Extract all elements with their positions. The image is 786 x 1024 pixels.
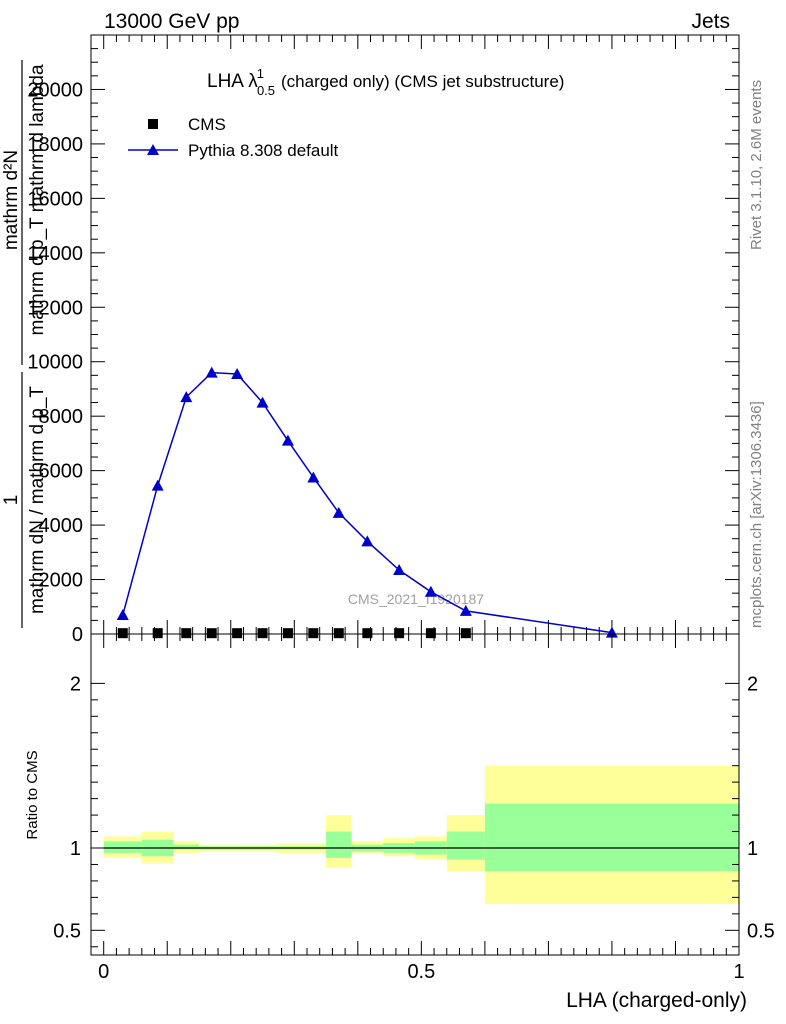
main-y-tick-label: 10000 <box>27 352 83 374</box>
main-y-tick-label: 16000 <box>27 188 83 210</box>
ratio-inner-band <box>103 841 142 853</box>
ratio-y-axis-label: Ratio to CMS <box>24 750 41 839</box>
plot-title-superscript: 1 <box>257 66 264 81</box>
ratio-y-tick-label: 0.5 <box>53 920 81 942</box>
main-series-marks <box>116 366 618 639</box>
pythia-data-point <box>393 564 406 576</box>
cms-data-point <box>460 628 471 639</box>
ylabel-prefix-denominator: mathrm dN / mathrm d p_T <box>27 386 48 614</box>
pythia-data-point <box>424 585 437 597</box>
cms-data-point <box>282 628 293 639</box>
rivet-version-label: Rivet 3.1.10, 2.6M events <box>748 80 765 250</box>
main-y-tick-label: 4000 <box>39 515 84 537</box>
pythia-data-point <box>231 367 244 379</box>
ratio-inner-band <box>173 844 199 850</box>
ratio-y-tick-label-right: 2 <box>747 673 758 695</box>
cms-data-point <box>232 628 243 639</box>
main-x-ticks <box>90 35 740 634</box>
ratio-y-tick-label-right: 0.5 <box>747 920 775 942</box>
main-y-axis-label: 1 mathrm dN / mathrm d p_T mathrm d²N ma… <box>1 60 48 628</box>
pythia-data-point <box>116 608 129 620</box>
main-y-tick-label: 18000 <box>27 134 83 156</box>
ratio-inner-band <box>446 831 485 860</box>
pythia-data-point <box>307 471 320 483</box>
ratio-x-ticks: 0 0.5 1 <box>90 634 745 983</box>
plot-title: LHA λ1 0.5 (charged only) (CMS jet substru… <box>207 66 564 98</box>
main-panel: 0 2000 4000 6000 8000 10000 12000 14000 16000 180… <box>1 34 740 646</box>
cms-data-point <box>206 628 217 639</box>
main-y-tick-label: 2000 <box>39 570 84 592</box>
legend: CMS Pythia 8.308 default <box>128 115 339 160</box>
cms-data-point <box>425 628 436 639</box>
plot-title-main: LHA λ <box>207 71 258 92</box>
pythia-series-line <box>122 371 613 634</box>
main-y-tick-label: 8000 <box>39 406 84 428</box>
main-y-tick-label: 12000 <box>27 297 83 319</box>
ratio-panel-frame <box>90 633 740 956</box>
cms-data-point <box>333 628 344 639</box>
pythia-data-point <box>151 479 164 491</box>
plot-title-subscript: 0.5 <box>257 83 275 98</box>
ratio-panel: 0.5 0.51 12 2 0 0.5 1 Ratio to CMS LHA (charg… <box>24 633 775 1012</box>
ratio-y-ticks: 0.5 0.5 1 1 2 2 <box>53 673 775 948</box>
x-tick-label: 1 <box>733 961 744 983</box>
legend-cms-label: CMS <box>188 115 226 134</box>
pythia-data-point <box>605 626 618 638</box>
cms-data-point <box>394 628 405 639</box>
ratio-y-tick-label: 2 <box>70 673 81 695</box>
ylabel-prefix-numerator: 1 <box>1 495 22 506</box>
header-process-label: Jets <box>691 10 730 33</box>
ratio-y-tick-label: 1 <box>70 838 81 860</box>
ylabel-denominator: mathrm d p_T mathrm d lambda <box>27 64 48 335</box>
watermark-label: CMS_2021_I1920187 <box>348 591 484 607</box>
pythia-data-point <box>361 535 374 547</box>
main-y-tick-label: 0 <box>72 624 83 646</box>
x-axis-label: LHA (charged-only) <box>566 989 747 1012</box>
main-y-tick-label: 20000 <box>27 79 83 101</box>
cms-data-point <box>257 628 268 639</box>
mcplots-reference-label: mcplots.cern.ch [arXiv:1306.3436] <box>748 401 765 628</box>
cms-data-point <box>152 628 163 639</box>
legend-pythia-marker <box>147 144 159 155</box>
main-y-tick-label: 6000 <box>39 461 84 483</box>
ylabel-numerator: mathrm d²N <box>1 150 22 250</box>
ratio-uncertainty-bands <box>103 765 739 904</box>
pythia-data-point <box>256 396 269 408</box>
cms-data-point <box>308 628 319 639</box>
cms-data-point <box>181 628 192 639</box>
legend-cms-marker <box>148 119 158 129</box>
cms-data-point <box>117 628 128 639</box>
x-tick-label: 0.5 <box>407 961 435 983</box>
pythia-data-point <box>180 391 193 403</box>
pythia-data-point <box>205 366 218 378</box>
ratio-inner-band <box>326 831 352 858</box>
main-y-tick-label: 14000 <box>27 243 83 265</box>
main-y-ticks: 0 2000 4000 6000 8000 10000 12000 14000 16000 180… <box>27 48 739 646</box>
x-tick-label: 0 <box>98 961 109 983</box>
cms-data-point <box>362 628 373 639</box>
pythia-data-point <box>332 506 345 518</box>
pythia-data-point <box>281 434 294 446</box>
ratio-inner-band <box>484 803 739 872</box>
pythia-data-point <box>459 604 472 616</box>
legend-pythia-label: Pythia 8.308 default <box>188 141 339 160</box>
header-energy-label: 13000 GeV pp <box>104 10 239 33</box>
ratio-y-tick-label-right: 1 <box>747 838 758 860</box>
plot-title-rest: (charged only) (CMS jet substructure) <box>281 72 564 91</box>
